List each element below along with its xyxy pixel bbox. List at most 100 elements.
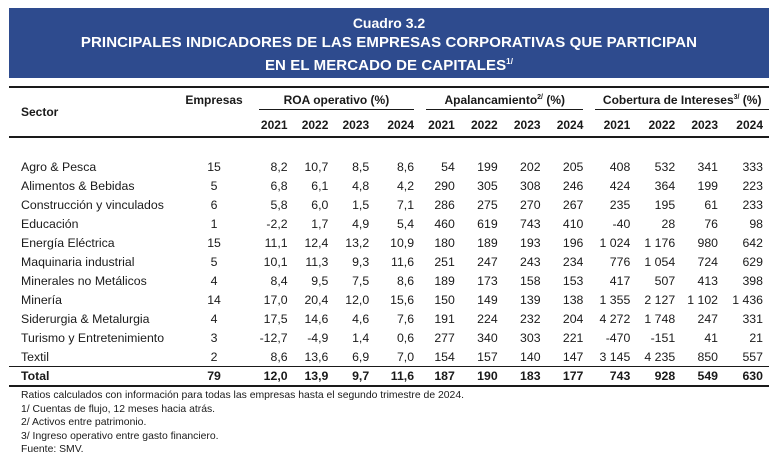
roa-cell-2022: 10,7 [304, 159, 329, 174]
apal-cell-2021: 154 [434, 349, 455, 364]
cob-cell-2021: 3 145 [599, 349, 631, 364]
sector-cell: Alimentos & Bebidas [21, 178, 135, 193]
apal-cell-2021: 290 [434, 178, 455, 193]
cob-cell-2024: 629 [742, 254, 763, 269]
note-line: Ratios calculados con información para t… [21, 390, 465, 401]
cob-cell-2022: 928 [636, 366, 682, 387]
apal-cell-2021: 251 [434, 254, 455, 269]
apal-cell-2022: 275 [477, 197, 498, 212]
table-row: Construcción y vinculados 6 5,8 6,0 1,5 7,1 28… [9, 195, 769, 214]
apal-cell-2021: 460 [434, 216, 455, 231]
apal-cell-2022: 340 [477, 330, 498, 345]
table-title-note: 1/ [506, 57, 514, 66]
cob-cell-2023: 41 [704, 330, 719, 345]
cob-cell-2021: -40 [612, 216, 631, 231]
cob-cell-2022: 28 [661, 216, 676, 231]
sector-cell: Maquinaria industrial [21, 254, 135, 269]
apal-note: 2/ [537, 93, 543, 101]
cob-cell-2023: 341 [697, 159, 719, 174]
cob-cell-2023: 850 [697, 349, 719, 364]
roa-cell-2023: 4,8 [352, 178, 370, 193]
apal-cell-2024: 204 [562, 311, 584, 326]
empresas-cell: 5 [210, 254, 218, 269]
year-header-cob-2023: 2023 [681, 114, 725, 138]
cob-cell-2022: 4 235 [644, 349, 676, 364]
sector-cell: Minería [21, 292, 63, 307]
apal-cell-2023: 202 [520, 159, 541, 174]
col-header-sector: Sector [9, 86, 176, 138]
year-header-apal-2024: 2024 [546, 114, 590, 138]
roa-cell-2023: 4,9 [352, 216, 370, 231]
cob-cell-2024: 331 [742, 311, 763, 326]
table-title-line2: EN EL MERCADO DE CAPITALES [264, 57, 507, 74]
sector-cell: Agro & Pesca [21, 159, 97, 174]
roa-cell-2021: -12,7 [259, 330, 288, 345]
table-notes: Ratios calculados con información para t… [21, 389, 464, 457]
roa-cell-2024: 7,1 [396, 197, 415, 212]
apal-cell-2023: 243 [520, 254, 541, 269]
cob-cell-2021: 4 272 [599, 311, 631, 326]
sector-cell: Textil [21, 349, 50, 364]
indicators-table: Sector Empresas ROA operativo (%) Apalan… [9, 86, 769, 387]
cob-cell-2024: 1 436 [732, 292, 763, 307]
roa-cell-2023: 13,2 [345, 235, 370, 250]
roa-cell-2022: 14,6 [304, 311, 329, 326]
apal-cell-2024: 410 [562, 216, 584, 231]
roa-cell-2024: 10,9 [390, 235, 415, 250]
roa-cell-2024: 11,6 [391, 254, 415, 269]
apal-cell-2021: 277 [434, 330, 455, 345]
year-header-roa-2024: 2024 [375, 114, 421, 138]
table-title: PRINCIPALES INDICADORES DE LAS EMPRESAS … [9, 33, 769, 75]
apal-cell-2022: 173 [477, 273, 498, 288]
roa-cell-2023: 1,5 [352, 197, 370, 212]
empresas-cell: 15 [207, 159, 221, 174]
roa-cell-2023: 8,5 [352, 159, 370, 174]
apal-cell-2022: 224 [477, 311, 498, 326]
cob-cell-2024: 630 [724, 366, 769, 387]
roa-cell-2024: 4,2 [396, 178, 415, 193]
apal-cell-2022: 619 [477, 216, 498, 231]
apal-cell-2022: 149 [477, 292, 498, 307]
apal-cell-2024: 196 [562, 235, 584, 250]
year-header-cob-2021: 2021 [589, 114, 637, 138]
apal-cell-2024: 153 [562, 273, 584, 288]
cob-cell-2023: 247 [697, 311, 719, 326]
year-header-apal-2022: 2022 [460, 114, 504, 138]
apal-cell-2024: 138 [562, 292, 584, 307]
note-line: 2/ Activos entre patrimonio. [21, 417, 147, 429]
cob-cell-2021: 417 [609, 273, 631, 288]
roa-cell-2022: 20,4 [304, 292, 329, 307]
year-header-apal-2021: 2021 [420, 114, 461, 138]
roa-cell-2024: 8,6 [396, 273, 415, 288]
apal-cell-2024: 267 [562, 197, 584, 212]
empresas-cell: 2 [210, 349, 218, 364]
cob-cell-2024: 642 [742, 235, 763, 250]
empresas-cell: 5 [210, 178, 218, 193]
roa-cell-2023: 12,0 [345, 292, 370, 307]
apal-cell-2021: 189 [434, 273, 455, 288]
apal-cell-2022: 190 [460, 366, 504, 387]
table-row: Minerales no Metálicos 4 8,4 9,5 7,5 8,6 189 17… [9, 271, 769, 290]
sector-cell: Turismo y Entretenimiento [21, 330, 165, 345]
roa-cell-2021: 17,5 [263, 311, 288, 326]
cob-cell-2022: 364 [654, 178, 676, 193]
apal-cell-2022: 305 [477, 178, 498, 193]
roa-cell-2024: 7,6 [396, 311, 415, 326]
roa-cell-2022: 1,7 [311, 216, 329, 231]
roa-cell-2022: 13,6 [304, 349, 329, 364]
roa-cell-2021: 5,8 [270, 197, 288, 212]
table-row: Agro & Pesca 15 8,2 10,7 8,5 8,6 54 199 202 205 40… [9, 157, 769, 176]
apal-cell-2021: 286 [434, 197, 455, 212]
table-row: Educación 1 -2,2 1,7 4,9 5,4 460 619 743 410 -40 28… [9, 214, 769, 233]
sector-cell: Energía Eléctrica [21, 235, 115, 250]
cob-cell-2023: 980 [697, 235, 719, 250]
cob-cell-2024: 398 [742, 273, 763, 288]
apal-cell-2024: 221 [562, 330, 584, 345]
roa-cell-2022: 11,3 [305, 254, 329, 269]
cob-cell-2022: 2 127 [644, 292, 676, 307]
cob-cell-2021: 1 355 [599, 292, 631, 307]
year-header-cob-2024: 2024 [724, 114, 769, 138]
cob-cell-2024: 557 [742, 349, 763, 364]
col-group-cobertura: Cobertura de Intereses3/ (%) [589, 86, 769, 114]
apal-cell-2022: 157 [477, 349, 498, 364]
